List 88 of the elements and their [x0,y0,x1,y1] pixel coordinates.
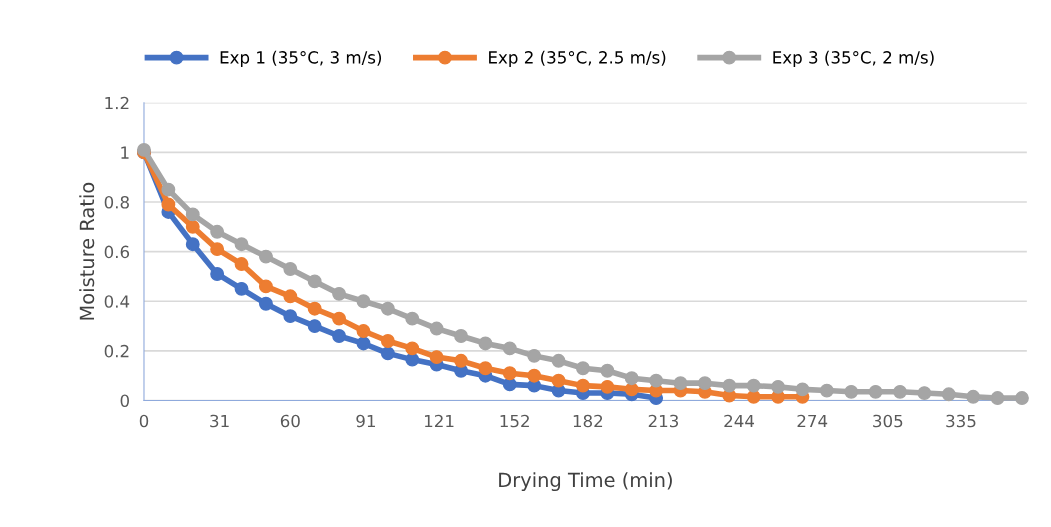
x-tick-label: 152 [500,414,529,428]
point [1015,391,1029,405]
x-tick-label: 305 [873,414,903,428]
point [454,329,468,343]
point [576,361,590,376]
point [185,207,200,222]
y-axis-title: Moisture Ratio [79,182,95,320]
x-tick-label: 244 [724,414,755,428]
point [161,197,176,212]
x-tick-label: 182 [573,414,603,428]
point [356,336,371,351]
point [502,341,517,356]
point [258,279,273,294]
point [551,373,566,388]
point [356,324,371,338]
point [795,382,810,397]
point [746,378,761,393]
point [600,363,615,378]
x-tick-label: 91 [356,414,375,428]
point [917,386,932,401]
point [283,289,298,304]
point [307,274,322,289]
point [234,257,249,271]
point [380,301,395,316]
point [429,350,444,365]
point [722,378,737,393]
point [429,321,444,336]
point [332,329,347,343]
y-tick-label: 0.6 [104,245,130,259]
point [551,353,566,368]
point [819,383,834,398]
point [210,242,225,257]
point [405,311,420,326]
point [649,373,664,388]
point [405,341,420,356]
point [454,353,468,368]
point [868,384,883,399]
legend-label: Exp 3 (35°C, 2 m/s) [773,50,934,67]
point [332,286,347,301]
point [771,379,786,394]
x-tick-label: 31 [210,414,229,428]
y-tick-label: 0.2 [104,344,129,358]
point [990,391,1005,405]
point [502,366,517,381]
point [210,267,225,281]
x-tick-label: 0 [139,414,149,428]
x-tick-label: 121 [425,414,454,428]
legend-label: Exp 2 (35°C, 2.5 m/s) [489,50,666,67]
point [185,237,200,252]
point [600,379,615,394]
x-tick-label: 60 [280,414,300,428]
point [576,378,590,393]
y-tick-label: 1 [121,146,129,159]
x-tick-label: 335 [946,414,976,428]
point [380,334,395,348]
point [941,387,956,402]
point [210,224,225,239]
point [673,376,688,391]
y-tick-label: 0.8 [104,195,129,209]
legend-label: Exp 1 (35°C, 3 m/s) [220,50,382,67]
x-tick-label: 213 [648,414,679,428]
point [624,371,639,386]
point [527,368,542,383]
point [380,346,395,361]
point [283,262,298,276]
point [966,389,981,404]
point [234,237,249,252]
x-tick-label: 274 [797,414,828,428]
point [356,294,371,309]
point [307,319,322,334]
point [258,296,273,311]
point [478,361,493,376]
point [697,376,712,391]
point [332,311,347,326]
y-tick-label: 1.2 [105,96,129,110]
point [161,182,176,197]
point [307,301,322,316]
point [527,348,542,363]
point [844,384,859,399]
point [283,309,298,324]
y-tick-label: 0.4 [104,295,130,308]
point [478,336,493,351]
point [893,384,907,399]
point [258,249,273,264]
point [234,281,249,296]
y-tick-label: 0 [120,394,129,408]
point [185,219,200,234]
x-axis-title: Drying Time (min) [499,472,672,492]
